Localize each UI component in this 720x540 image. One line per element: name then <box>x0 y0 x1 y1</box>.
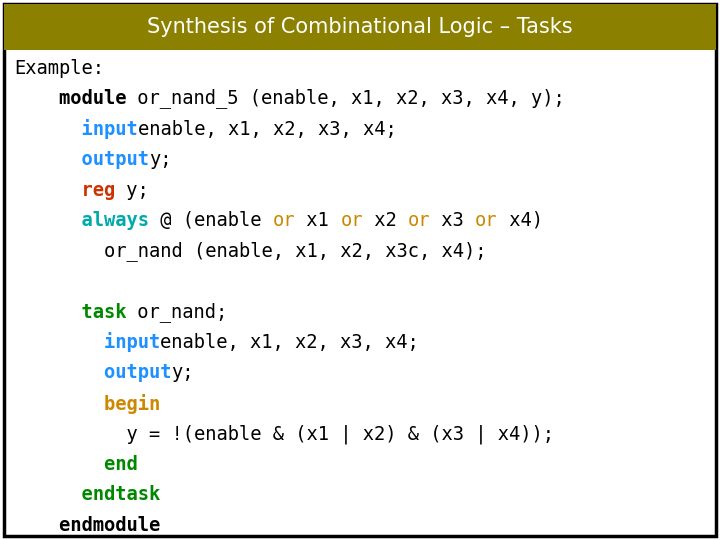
Text: or: or <box>273 211 295 230</box>
Text: end: end <box>14 455 138 474</box>
Text: x3: x3 <box>431 211 475 230</box>
Text: output: output <box>14 150 149 169</box>
Text: x2: x2 <box>363 211 408 230</box>
Text: always: always <box>14 211 149 230</box>
Text: input: input <box>14 119 138 139</box>
Text: x4): x4) <box>498 211 543 230</box>
Text: y;: y; <box>115 180 149 199</box>
Text: enable, x1, x2, x3, x4;: enable, x1, x2, x3, x4; <box>138 119 397 138</box>
Text: or: or <box>408 211 431 230</box>
Text: or_nand;: or_nand; <box>127 302 228 322</box>
Text: or_nand_5 (enable, x1, x2, x3, x4, y);: or_nand_5 (enable, x1, x2, x3, x4, y); <box>127 89 565 109</box>
Text: enable, x1, x2, x3, x4;: enable, x1, x2, x3, x4; <box>161 333 419 352</box>
Text: Example:: Example: <box>14 58 104 78</box>
Text: task: task <box>14 302 127 321</box>
Text: endtask: endtask <box>14 485 161 504</box>
Bar <box>4 4 716 50</box>
Text: y;: y; <box>149 150 171 169</box>
Text: or: or <box>341 211 363 230</box>
Text: @ (enable: @ (enable <box>149 211 273 230</box>
Text: Synthesis of Combinational Logic – Tasks: Synthesis of Combinational Logic – Tasks <box>147 17 573 37</box>
Text: reg: reg <box>14 180 115 199</box>
Text: y;: y; <box>171 363 194 382</box>
Text: y = !(enable & (x1 | x2) & (x3 | x4));: y = !(enable & (x1 | x2) & (x3 | x4)); <box>14 424 554 444</box>
Text: or_nand (enable, x1, x2, x3c, x4);: or_nand (enable, x1, x2, x3c, x4); <box>14 241 487 261</box>
Text: x1: x1 <box>295 211 341 230</box>
Text: output: output <box>14 363 171 382</box>
Text: input: input <box>14 333 161 353</box>
Text: or: or <box>475 211 498 230</box>
Text: endmodule: endmodule <box>14 516 161 535</box>
Text: module: module <box>14 89 127 108</box>
Text: begin: begin <box>14 394 161 414</box>
